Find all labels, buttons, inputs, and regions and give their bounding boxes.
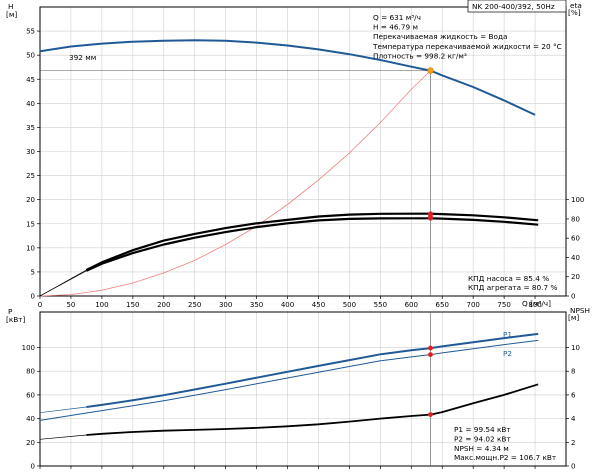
upper-left-tick-label: 55 bbox=[26, 28, 35, 36]
lower-left-tick-label: 60 bbox=[26, 391, 35, 399]
npsh-curve bbox=[86, 383, 539, 436]
lower-left-tick-label: 0 bbox=[31, 463, 35, 471]
upper-x-tick-label: 250 bbox=[188, 301, 201, 309]
lower-left-tick-label: 100 bbox=[22, 344, 35, 352]
upper-right-axis-label: eta bbox=[570, 1, 582, 10]
upper-right-axis-unit: [%] bbox=[568, 8, 581, 17]
npsh-curve-thin-start bbox=[39, 434, 87, 440]
upper-x-tick-label: 150 bbox=[126, 301, 139, 309]
upper-panel: 0 50 100 150 200 250 300 350 400 450 500 550 600 650 7… bbox=[6, 0, 584, 309]
lower-left-axis-label: P bbox=[8, 307, 13, 316]
upper-right-tick-label: 40 bbox=[571, 254, 580, 262]
title-box-text: NK 200-400/392, 50Hz bbox=[472, 2, 555, 11]
upper-x-tick-label: 50 bbox=[66, 301, 75, 309]
lower-right-tick-label: 6 bbox=[571, 391, 576, 399]
lower-left-tick-label: 20 bbox=[26, 439, 35, 447]
duty-info-line: Температура перекачиваемой жидкости = 20… bbox=[372, 42, 562, 51]
upper-left-tick-label: 50 bbox=[26, 52, 35, 60]
upper-x-tick-label: 800 bbox=[528, 301, 541, 309]
upper-x-tick-label: 650 bbox=[436, 301, 449, 309]
upper-left-tick-label: 15 bbox=[26, 220, 35, 228]
upper-right-tick-label: 60 bbox=[571, 235, 580, 243]
system-curve bbox=[39, 70, 431, 297]
unit-efficiency-curve bbox=[85, 217, 539, 272]
lower-panel: 0 20 40 60 80 100 P[кВт] 0 2 4 6 8 10 NPSH[м] P1 P2 P1 =… bbox=[6, 306, 590, 471]
upper-x-tick-label: 750 bbox=[497, 301, 510, 309]
p1-power-curve bbox=[86, 332, 539, 408]
pump-efficiency-curve bbox=[85, 212, 539, 271]
p1-series-label: P1 bbox=[503, 330, 512, 339]
duty-info-line: Плотность = 998.2 кг/м³ bbox=[373, 51, 467, 60]
upper-left-tick-label: 45 bbox=[26, 76, 35, 84]
power-duty-marker bbox=[428, 412, 433, 417]
p1-power-curve-thin-start bbox=[39, 406, 87, 414]
power-info-line: Макс.мощн.P2 = 106.7 кВт bbox=[454, 453, 557, 462]
upper-x-tick-label: 200 bbox=[157, 301, 170, 309]
lower-left-tick-label: 80 bbox=[26, 368, 35, 376]
p2-power-curve bbox=[39, 339, 539, 421]
power-duty-marker bbox=[428, 345, 433, 351]
duty-info-line: H = 46.79 м bbox=[373, 23, 418, 32]
upper-left-tick-label: 5 bbox=[31, 268, 35, 276]
title-box bbox=[467, 0, 567, 13]
upper-left-axis-label: H bbox=[8, 2, 14, 11]
upper-right-tick-label: 20 bbox=[571, 273, 580, 281]
unit-efficiency-curve-thin-start bbox=[39, 270, 87, 297]
lower-right-tick-label: 8 bbox=[571, 368, 575, 376]
lower-right-tick-label: 2 bbox=[571, 439, 575, 447]
efficiency-info-line: КПД насоса = 85.4 % bbox=[468, 274, 549, 283]
lower-left-tick-label: 40 bbox=[26, 415, 35, 423]
upper-left-axis-unit: [м] bbox=[6, 10, 17, 19]
lower-right-tick-label: 10 bbox=[571, 344, 580, 352]
duty-info-line: Перекачиваемая жидкость = Вода bbox=[373, 32, 508, 41]
power-info-line: P2 = 94.02 кВт bbox=[454, 434, 511, 443]
upper-left-tick-label: 25 bbox=[26, 172, 35, 180]
p2-series-label: P2 bbox=[503, 349, 512, 358]
x-axis-title: Q [м³/ч] bbox=[522, 299, 551, 308]
upper-x-tick-label: 550 bbox=[374, 301, 387, 309]
h-curve-392 bbox=[39, 39, 536, 116]
upper-left-tick-label: 20 bbox=[26, 196, 35, 204]
upper-x-tick-label: 350 bbox=[250, 301, 263, 309]
upper-x-tick-label: 0 bbox=[38, 301, 42, 309]
upper-left-tick-label: 30 bbox=[26, 148, 35, 156]
upper-right-tick-label: 100 bbox=[571, 196, 584, 204]
upper-left-tick-label: 40 bbox=[26, 100, 35, 108]
duty-info-line: Q = 631 м³/ч bbox=[373, 13, 421, 22]
lower-left-axis-unit: [кВт] bbox=[6, 315, 26, 324]
lower-frame bbox=[39, 311, 567, 467]
impeller-diameter-label: 392 мм bbox=[69, 53, 96, 62]
power-info-line: NPSH = 4.34 м bbox=[454, 444, 509, 453]
upper-x-tick-label: 450 bbox=[312, 301, 325, 309]
upper-x-tick-label: 700 bbox=[466, 301, 479, 309]
upper-x-tick-label: 400 bbox=[281, 301, 294, 309]
upper-right-tick-label: 0 bbox=[571, 293, 575, 301]
operating-point-marker bbox=[427, 67, 434, 74]
upper-x-tick-label: 300 bbox=[219, 301, 232, 309]
upper-left-tick-label: 10 bbox=[26, 244, 35, 252]
power-info-line: P1 = 99.54 кВт bbox=[454, 425, 511, 434]
upper-left-tick-label: 0 bbox=[31, 293, 35, 301]
lower-right-tick-label: 4 bbox=[571, 415, 576, 423]
lower-right-axis-unit: [м] bbox=[568, 313, 579, 322]
lower-right-tick-label: 0 bbox=[571, 463, 575, 471]
efficiency-info-line: КПД агрегата = 80.7 % bbox=[468, 283, 557, 292]
upper-x-tick-label: 100 bbox=[95, 301, 108, 309]
upper-x-tick-label: 600 bbox=[405, 301, 418, 309]
upper-frame bbox=[39, 6, 567, 297]
efficiency-duty-marker bbox=[428, 213, 433, 219]
power-duty-marker bbox=[428, 352, 433, 358]
upper-left-tick-label: 35 bbox=[26, 124, 35, 132]
upper-right-tick-label: 80 bbox=[571, 215, 580, 223]
upper-x-tick-label: 500 bbox=[343, 301, 356, 309]
lower-right-axis-label: NPSH bbox=[570, 306, 590, 315]
